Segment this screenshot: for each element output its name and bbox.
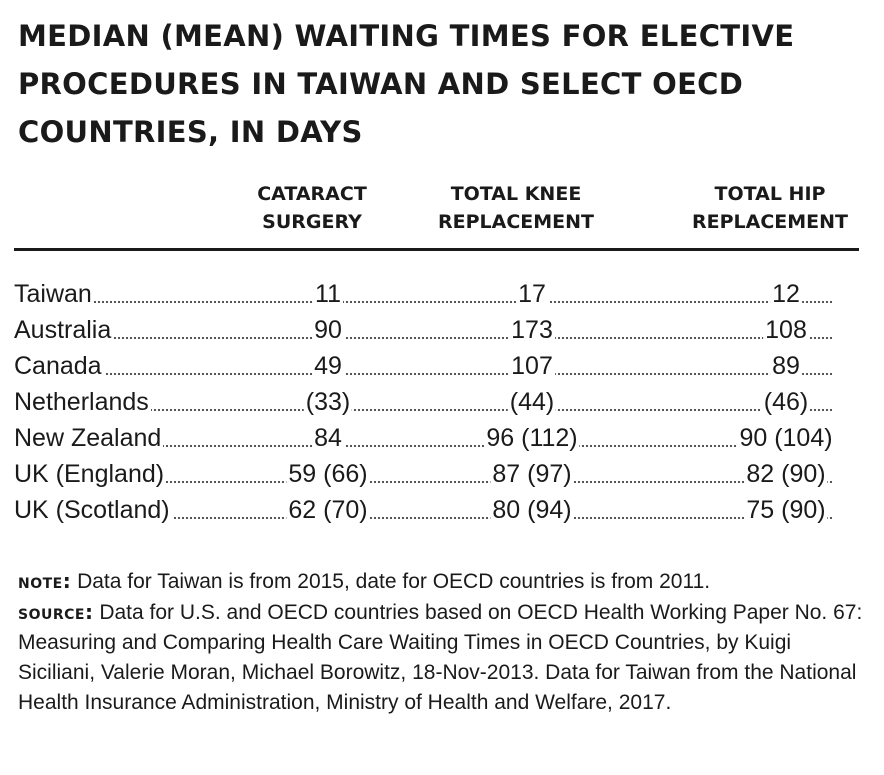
table-cell: 87 (97): [490, 456, 574, 492]
table-cell: (46): [761, 384, 811, 420]
dotted-leader: [14, 469, 832, 483]
table-row: Australia 90 173 108: [14, 312, 834, 348]
table-title: MEDIAN (MEAN) WAITING TIMES FOR ELECTIVE…: [18, 19, 795, 149]
column-header-cataract: CATARACT SURGERY: [232, 180, 392, 236]
column-header-line: REPLACEMENT: [691, 211, 849, 233]
country-label: Netherlands: [14, 384, 151, 420]
source-label: SOURCE:: [18, 600, 94, 624]
table-cell: 62 (70): [286, 492, 370, 528]
table-cell: 75 (90): [744, 492, 828, 528]
table-row: Canada 49 107 89: [14, 348, 834, 384]
table-cell: 107: [509, 348, 555, 384]
dotted-leader: [14, 289, 832, 303]
table-row: Netherlands (33) (44) (46): [14, 384, 834, 420]
column-header-line: CATARACT: [257, 183, 367, 205]
table-row: Taiwan 11 17 12: [14, 276, 834, 312]
column-header-line: REPLACEMENT: [437, 211, 595, 233]
notes-block: NOTE: Data for Taiwan is from 2015, date…: [18, 566, 868, 718]
table-row: New Zealand 84 96 (112) 90 (104): [14, 420, 835, 456]
table-cell: 11: [313, 276, 343, 312]
table-cell: 96 (112): [484, 420, 580, 456]
table-cell: 80 (94): [490, 492, 574, 528]
header-rule: [14, 248, 859, 251]
table-row: UK (England) 59 (66) 87 (97) 82 (90): [14, 456, 834, 492]
column-header-line: SURGERY: [262, 211, 362, 233]
country-label: New Zealand: [14, 420, 164, 456]
table-cell: 49: [312, 348, 344, 384]
table-cell: 108: [763, 312, 809, 348]
column-header-total-knee: TOTAL KNEE REPLACEMENT: [421, 180, 611, 236]
table-cell: 82 (90): [744, 456, 828, 492]
column-header-total-hip: TOTAL HIP REPLACEMENT: [675, 180, 865, 236]
country-label: Canada: [14, 348, 104, 384]
note-paragraph: NOTE: Data for Taiwan is from 2015, date…: [18, 566, 868, 597]
source-text: Data for U.S. and OECD countries based o…: [18, 601, 863, 714]
table-cell: 173: [509, 312, 555, 348]
dotted-leader: [14, 397, 832, 411]
column-header-line: TOTAL HIP: [714, 183, 826, 205]
dotted-leader: [14, 325, 832, 339]
country-label: Australia: [14, 312, 114, 348]
column-header-line: TOTAL KNEE: [450, 183, 582, 205]
table-cell: 90: [312, 312, 344, 348]
table-cell: (33): [303, 384, 353, 420]
dotted-leader: [14, 433, 832, 447]
dotted-leader: [14, 361, 832, 375]
country-label: UK (Scotland): [14, 492, 172, 528]
table-cell: 84: [312, 420, 344, 456]
source-paragraph: SOURCE: Data for U.S. and OECD countries…: [18, 597, 868, 718]
country-label: UK (England): [14, 456, 167, 492]
note-label: NOTE:: [18, 569, 72, 593]
table-cell: 59 (66): [286, 456, 370, 492]
table-cell: 90 (104): [737, 420, 835, 456]
dotted-leader: [14, 505, 832, 519]
note-text: Data for Taiwan is from 2015, date for O…: [77, 570, 711, 593]
table-cell: 12: [770, 276, 802, 312]
table-cell: 89: [770, 348, 802, 384]
table-cell: 17: [516, 276, 548, 312]
table-cell: (44): [507, 384, 557, 420]
table-row: UK (Scotland) 62 (70) 80 (94) 75 (90): [14, 492, 834, 528]
country-label: Taiwan: [14, 276, 94, 312]
